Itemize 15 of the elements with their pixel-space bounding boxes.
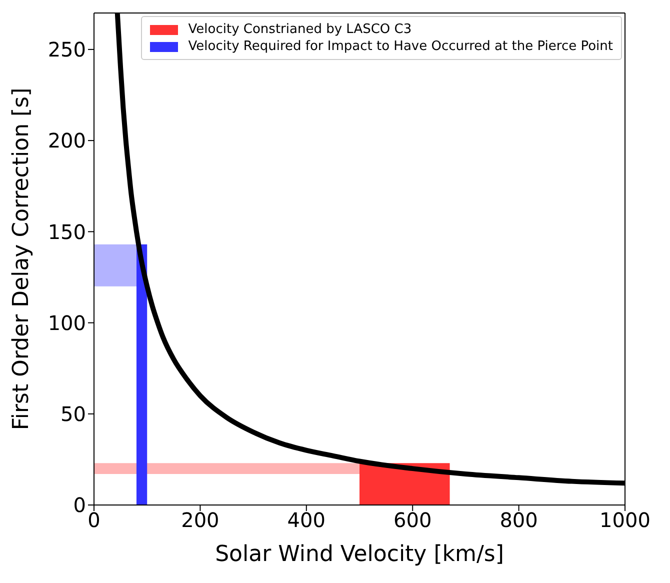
x-tick-label: 200 bbox=[181, 508, 220, 532]
y-tick-label: 0 bbox=[73, 493, 86, 518]
x-tick-label: 400 bbox=[287, 508, 326, 532]
y-tick-label: 250 bbox=[48, 38, 86, 62]
x-tick-label: 1000 bbox=[600, 508, 650, 532]
y-tick-label: 100 bbox=[48, 310, 86, 335]
y-tick-label: 200 bbox=[48, 128, 86, 153]
x-axis-title: Solar Wind Velocity [km/s] bbox=[215, 542, 504, 567]
x-tick-label: 600 bbox=[394, 508, 432, 532]
y-axis-title: First Order Delay Correction [s] bbox=[8, 88, 34, 430]
legend-label: Velocity Constrianed by LASCO C3 bbox=[188, 22, 412, 37]
y-tick-label: 150 bbox=[48, 220, 86, 244]
y-tick-label: 50 bbox=[60, 402, 86, 426]
x-tick-label: 800 bbox=[500, 508, 538, 532]
legend-label: Velocity Required for Impact to Have Occurred at the Pierce Point bbox=[188, 39, 613, 54]
